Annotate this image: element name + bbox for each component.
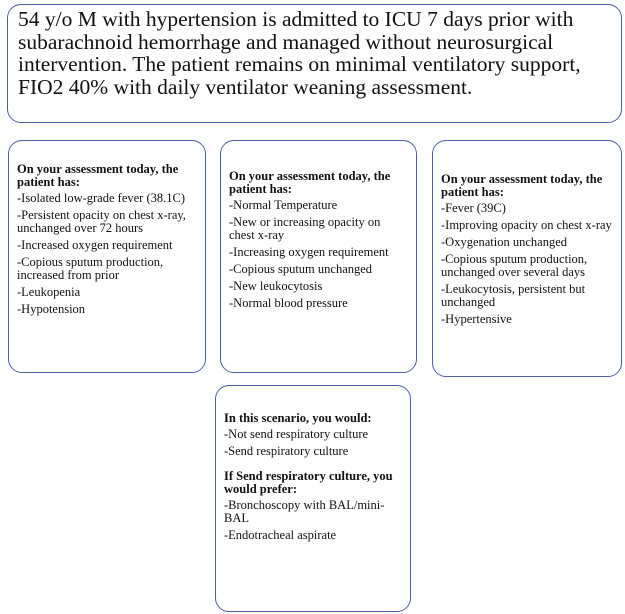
assessment-card: On your assessment today, the patient ha… <box>432 140 622 377</box>
decision-box: In this scenario, you would: -Not send re… <box>215 385 411 612</box>
question: If Send respiratory culture, you would p… <box>224 470 402 542</box>
finding: -Leukocytosis, persistent but unchanged <box>441 282 586 309</box>
option: -Not send respiratory culture <box>224 427 369 441</box>
question: In this scenario, you would: -Not send re… <box>224 412 402 458</box>
question-title: If Send respiratory culture, you would p… <box>224 469 393 496</box>
card-title: On your assessment today, the patient ha… <box>229 169 391 196</box>
finding: -Increasing oxygen requirement <box>229 245 389 259</box>
finding: -Copious sputum production, unchanged ov… <box>441 252 588 279</box>
finding: -Leukopenia <box>17 285 81 299</box>
finding: -Copious sputum production, increased fr… <box>17 255 164 282</box>
option: -Send respiratory culture <box>224 444 349 458</box>
finding: -Fever (39C) <box>441 201 506 215</box>
finding: -Oxygenation unchanged <box>441 235 568 249</box>
finding: -Normal Temperature <box>229 198 338 212</box>
question-title: In this scenario, you would: <box>224 411 372 425</box>
scenario-box: 54 y/o M with hypertension is admitted t… <box>7 4 622 123</box>
finding: -Hypotension <box>17 302 86 316</box>
option: -Endotracheal aspirate <box>224 528 337 542</box>
finding: -New or increasing opacity on chest x-ra… <box>229 215 381 242</box>
assessment-card: On your assessment today, the patient ha… <box>8 140 206 373</box>
finding: -Isolated low-grade fever (38.1C) <box>17 191 185 205</box>
card-title: On your assessment today, the patient ha… <box>441 172 603 199</box>
card-title: On your assessment today, the patient ha… <box>17 162 179 189</box>
finding: -Hypertensive <box>441 312 512 326</box>
option: -Bronchoscopy with BAL/mini-BAL <box>224 498 385 525</box>
finding: -New leukocytosis <box>229 279 323 293</box>
finding: -Persistent opacity on chest x-ray, unch… <box>17 208 186 235</box>
finding: -Copious sputum unchanged <box>229 262 373 276</box>
assessment-card: On your assessment today, the patient ha… <box>220 140 417 373</box>
finding: -Improving opacity on chest x-ray <box>441 218 612 232</box>
finding: -Normal blood pressure <box>229 296 348 310</box>
finding: -Increased oxygen requirement <box>17 238 173 252</box>
